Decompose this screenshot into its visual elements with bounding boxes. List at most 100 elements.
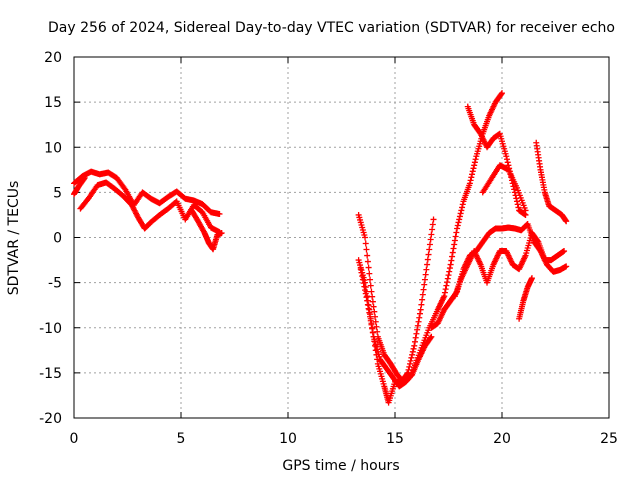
- data-point: [364, 252, 371, 259]
- series-track-i: [451, 229, 568, 300]
- data-point: [563, 263, 570, 270]
- data-point: [426, 246, 433, 253]
- data-point: [471, 162, 478, 169]
- data-point: [458, 207, 465, 214]
- data-point: [450, 245, 457, 252]
- data-point: [364, 258, 371, 265]
- data-point: [415, 318, 422, 325]
- data-point: [467, 177, 474, 184]
- data-point: [469, 171, 476, 178]
- data-point: [469, 168, 476, 175]
- data-point: [472, 156, 479, 163]
- data-point: [362, 290, 369, 297]
- data-point: [451, 237, 458, 244]
- data-point: [411, 342, 418, 349]
- data-point: [503, 156, 510, 163]
- data-point: [366, 270, 373, 277]
- data-point: [422, 271, 429, 278]
- data-point: [408, 354, 415, 361]
- data-point: [358, 269, 365, 276]
- data-point: [466, 180, 473, 187]
- data-point: [504, 159, 511, 166]
- data-point: [80, 175, 87, 182]
- data-point: [443, 282, 450, 289]
- data-point: [407, 357, 414, 364]
- data-point: [515, 204, 522, 211]
- data-point: [406, 360, 413, 367]
- data-point: [441, 293, 448, 300]
- data-points: [71, 90, 570, 406]
- data-point: [452, 233, 459, 240]
- data-point: [419, 296, 426, 303]
- data-point: [364, 301, 371, 308]
- data-point: [456, 216, 463, 223]
- data-point: [425, 251, 432, 258]
- data-point: [455, 219, 462, 226]
- series-track-b: [77, 179, 223, 236]
- data-point: [413, 330, 420, 337]
- data-point: [416, 314, 423, 321]
- data-point: [442, 286, 449, 293]
- data-point: [499, 90, 505, 97]
- x-tick-label: 5: [177, 431, 186, 447]
- data-point: [367, 317, 374, 324]
- data-point: [418, 301, 425, 308]
- data-point: [365, 305, 372, 312]
- data-point: [369, 325, 376, 332]
- data-point: [406, 363, 413, 370]
- data-point: [528, 275, 535, 282]
- data-point: [471, 159, 478, 166]
- data-point: [468, 174, 475, 181]
- data-point: [444, 279, 451, 286]
- data-point: [363, 294, 370, 301]
- data-point: [459, 201, 466, 208]
- data-point: [362, 234, 369, 241]
- data-point: [446, 268, 453, 275]
- data-point: [420, 286, 427, 293]
- y-tick-label: -10: [39, 321, 62, 337]
- data-point: [364, 297, 371, 304]
- data-point: [365, 264, 372, 271]
- data-point: [216, 211, 223, 218]
- data-point: [363, 246, 370, 253]
- data-point: [416, 310, 423, 317]
- data-point: [414, 322, 421, 329]
- data-point: [367, 276, 374, 283]
- data-point: [453, 229, 460, 236]
- data-point: [513, 198, 520, 205]
- series-track-m: [479, 162, 529, 214]
- data-point: [414, 326, 421, 333]
- data-point: [121, 185, 128, 192]
- data-point: [451, 241, 458, 248]
- data-point: [427, 334, 434, 341]
- data-point: [563, 218, 570, 225]
- y-tick-label: 0: [53, 231, 62, 247]
- data-point: [410, 345, 417, 352]
- data-point: [456, 213, 463, 220]
- y-tick-label: 5: [53, 185, 62, 201]
- data-point: [498, 91, 505, 98]
- series-track-f: [355, 216, 437, 406]
- data-point: [369, 329, 376, 336]
- data-point: [424, 256, 431, 263]
- data-point: [409, 348, 416, 355]
- data-point: [429, 226, 436, 233]
- data-point: [522, 207, 529, 214]
- data-point: [441, 289, 448, 296]
- data-point: [370, 303, 377, 310]
- data-point: [362, 287, 369, 294]
- data-point: [424, 261, 431, 268]
- data-point: [412, 334, 419, 341]
- data-point: [372, 318, 379, 325]
- series-track-g: [357, 266, 435, 390]
- data-point: [444, 275, 451, 282]
- data-point: [445, 272, 452, 279]
- data-point: [428, 231, 435, 238]
- data-point: [368, 321, 375, 328]
- y-axis-label: SDTVAR / TECUs: [6, 181, 22, 296]
- data-point: [427, 236, 434, 243]
- series-track-d: [71, 174, 88, 198]
- y-tick-label: 20: [44, 50, 62, 66]
